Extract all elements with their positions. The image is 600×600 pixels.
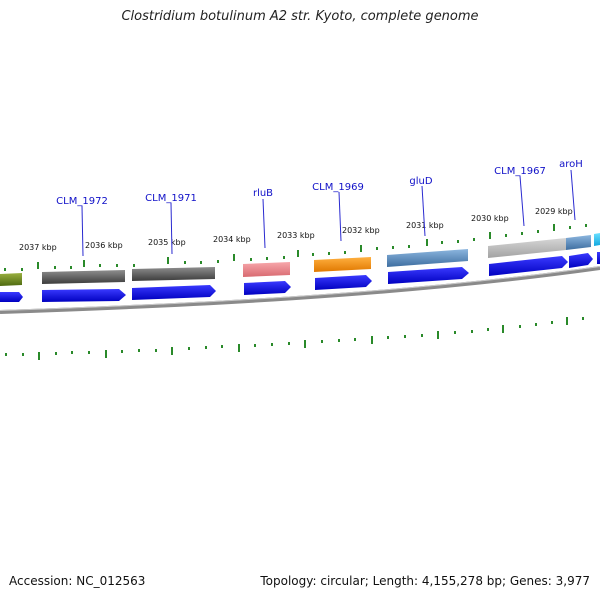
- cds-arrow: [132, 285, 216, 300]
- gene-blocks: [0, 233, 600, 286]
- gene-label: rluB: [253, 188, 273, 199]
- kbp-label: 2034 kbp: [213, 235, 251, 244]
- gene-label: CLM_1972: [56, 196, 108, 207]
- gene-block: [387, 249, 468, 267]
- map-title: Clostridium botulinum A2 str. Kyoto, com…: [121, 9, 479, 24]
- gene-block: [488, 238, 566, 258]
- kbp-label: 2033 kbp: [277, 231, 315, 240]
- inner-tick-ring: [5, 317, 584, 360]
- gene-label: gluD: [409, 176, 432, 187]
- kbp-label: 2032 kbp: [342, 226, 380, 235]
- gene-block: [566, 235, 591, 250]
- cds-arrow: [244, 281, 291, 295]
- kbp-label: 2029 kbp: [535, 207, 573, 216]
- cds-arrows: [0, 252, 600, 302]
- accession-text: Accession: NC_012563: [9, 574, 146, 588]
- kbp-labels: 2037 kbp 2036 kbp 2035 kbp 2034 kbp 2033…: [19, 207, 573, 252]
- gene-labels: CLM_1972 CLM_1971 rluB CLM_1969 gluD CLM…: [56, 159, 583, 207]
- cds-arrow: [597, 252, 600, 264]
- cds-arrow: [0, 292, 23, 302]
- gene-block: [0, 273, 22, 286]
- outer-tick-ring: [4, 224, 587, 271]
- kbp-label: 2036 kbp: [85, 241, 123, 250]
- gene-block: [594, 233, 600, 246]
- kbp-label: 2037 kbp: [19, 243, 57, 252]
- gene-block: [42, 270, 125, 284]
- cds-arrow: [42, 289, 126, 302]
- cds-arrow: [315, 275, 372, 290]
- gene-block: [243, 262, 290, 277]
- gene-label: CLM_1967: [494, 166, 546, 177]
- kbp-label: 2035 kbp: [148, 238, 186, 247]
- gene-label: aroH: [559, 159, 583, 170]
- gene-block: [314, 257, 371, 272]
- gene-label: CLM_1969: [312, 182, 364, 193]
- cds-arrow: [388, 267, 469, 284]
- genome-backbone: [0, 266, 600, 314]
- cds-arrow: [569, 253, 593, 268]
- gene-label: CLM_1971: [145, 193, 197, 204]
- gene-block: [132, 267, 215, 281]
- label-lines: [81, 169, 576, 257]
- cds-arrow: [489, 256, 568, 276]
- kbp-label: 2030 kbp: [471, 214, 509, 223]
- genome-summary-text: Topology: circular; Length: 4,155,278 bp…: [260, 574, 590, 588]
